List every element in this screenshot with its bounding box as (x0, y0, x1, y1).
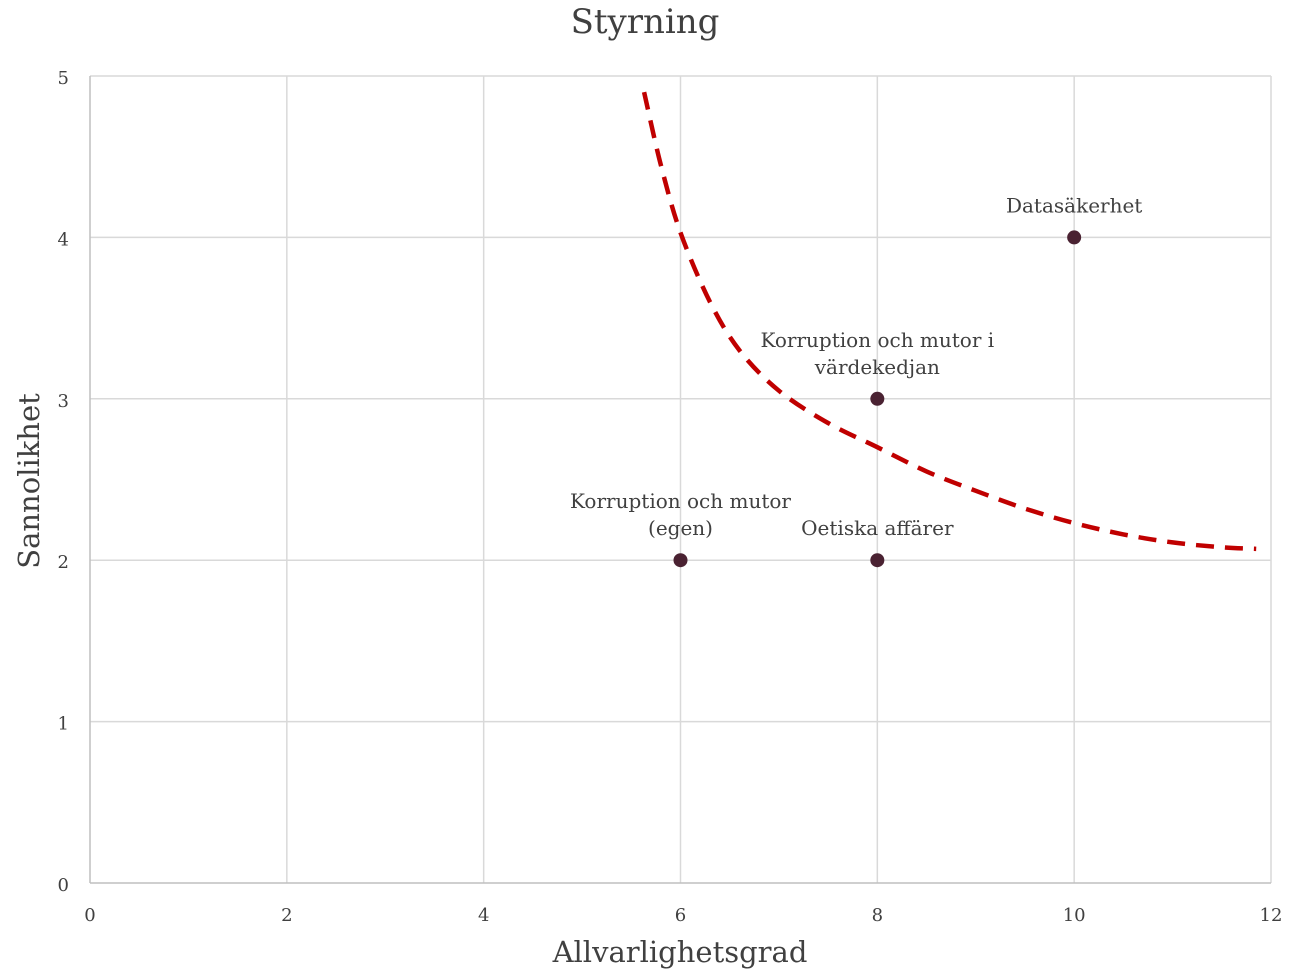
y-tick-label: 5 (58, 68, 69, 89)
data-labels: Datasäkerhet Korruption och mutor i värdek… (570, 193, 1142, 540)
threshold-curve (641, 91, 1257, 552)
data-point (1067, 230, 1082, 245)
data-points (673, 230, 1082, 568)
x-tick-label: 10 (1063, 905, 1086, 926)
x-axis-title: Allvarlighetsgrad (552, 935, 808, 969)
x-tick-label: 0 (84, 905, 95, 926)
y-tick-label: 2 (58, 552, 69, 573)
y-tick-label: 1 (58, 714, 69, 735)
x-tick-label: 2 (281, 905, 292, 926)
axes (89, 76, 1271, 884)
y-tick-label: 3 (58, 391, 69, 412)
data-label: värdekedjan (814, 355, 940, 379)
threshold-curve-layer (641, 91, 1257, 552)
x-tick-label: 6 (675, 905, 686, 926)
chart-title: Styrning (571, 2, 720, 42)
data-label: Korruption och mutor (570, 489, 791, 513)
data-point (870, 553, 885, 568)
data-label: (egen) (648, 516, 713, 540)
data-point (673, 553, 688, 568)
data-label: Datasäkerhet (1006, 193, 1142, 217)
y-axis-title: Sannolikhet (12, 393, 46, 569)
x-tick-label: 12 (1260, 905, 1283, 926)
y-tick-label: 4 (58, 229, 69, 250)
data-label: Korruption och mutor i (760, 328, 994, 352)
y-tick-label: 0 (58, 875, 69, 896)
x-tick-label: 8 (872, 905, 883, 926)
x-tick-label: 4 (478, 905, 489, 926)
data-label: Oetiska affärer (801, 516, 954, 540)
data-point (870, 391, 885, 406)
